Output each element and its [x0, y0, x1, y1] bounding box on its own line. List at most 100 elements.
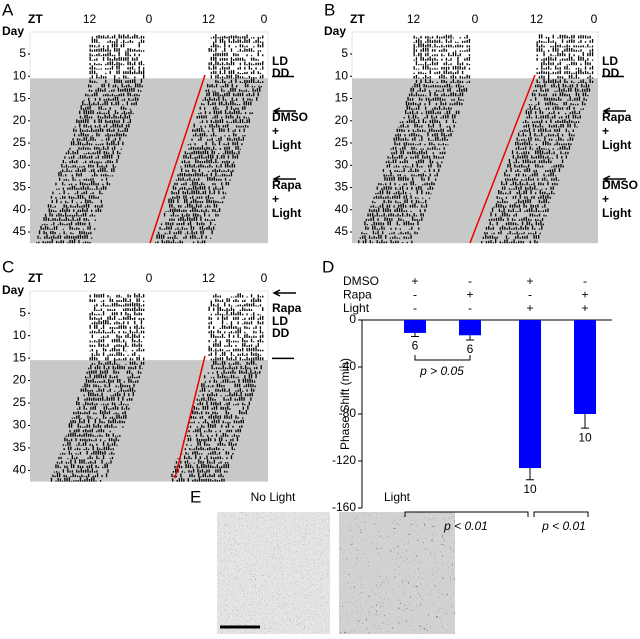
activity-row: [62, 158, 235, 164]
day-tick-label: 15: [335, 91, 349, 105]
activity-row: [41, 221, 216, 226]
activity-row: [58, 455, 233, 460]
error-bar: [411, 332, 419, 337]
activity-row: [65, 149, 240, 155]
activity-row: [85, 91, 259, 97]
n-label: 6: [412, 339, 419, 353]
activity-row: [80, 387, 255, 392]
arrow: [602, 107, 626, 115]
activity-row: [398, 123, 578, 128]
annotation: +: [602, 124, 609, 138]
activity-row: [56, 459, 229, 464]
activity-row: [89, 324, 262, 329]
zt-tick-label: 12: [530, 12, 544, 26]
activity-row: [36, 238, 206, 244]
bar: [519, 320, 541, 469]
activity-row: [47, 203, 218, 208]
activity-row: [82, 100, 252, 106]
n-label: 10: [578, 430, 592, 444]
activity-row: [89, 47, 262, 52]
error-bar: [466, 335, 474, 341]
activity-row: [55, 181, 230, 186]
onset-fit: [149, 74, 206, 244]
zt-label: ZT: [28, 12, 43, 26]
day-tick-label: 35: [13, 440, 27, 454]
activity-row: [89, 65, 264, 70]
day-tick-label: 40: [335, 202, 349, 216]
condition-name: Light: [343, 301, 370, 315]
activity-row: [413, 47, 594, 52]
day-tick-label: 45: [335, 224, 349, 238]
error-bar: [581, 414, 589, 429]
activity-row: [52, 472, 224, 478]
activity-row: [88, 87, 261, 92]
activity-row: [359, 234, 540, 239]
day-tick-label: 10: [13, 68, 27, 82]
activity-row: [70, 140, 243, 146]
activity-row: [89, 315, 264, 320]
day-label: Day: [2, 283, 24, 297]
activity-row: [59, 167, 234, 172]
activity-row: [368, 207, 549, 212]
day-tick-label: 15: [13, 350, 27, 364]
day-tick-label: 5: [341, 46, 348, 60]
activity-row: [413, 74, 594, 79]
bar: [459, 320, 481, 336]
activity-row: [376, 185, 554, 190]
caption: No Light: [251, 490, 296, 504]
activity-row: [89, 337, 264, 343]
activity-row: [364, 221, 544, 226]
activity-row: [80, 105, 246, 110]
activity-row: [85, 373, 257, 379]
activity-row: [88, 364, 262, 370]
day-tick-label: 45: [13, 224, 27, 238]
condition-sign: +: [411, 274, 418, 288]
activity-row: [40, 225, 215, 230]
activity-row: [86, 369, 261, 374]
activity-row: [408, 92, 589, 97]
annotation: LD: [272, 314, 288, 328]
zt-tick-label: 12: [202, 271, 216, 285]
activity-row: [44, 212, 219, 217]
activity-row: [387, 154, 567, 159]
activity-row: [375, 189, 555, 195]
n-label: 10: [523, 482, 537, 496]
annotation: Light: [602, 206, 631, 220]
p-annotation: p < 0.01: [443, 519, 488, 533]
activity-row: [91, 34, 264, 39]
annotation: DD: [272, 66, 290, 80]
zt-label: ZT: [350, 12, 365, 26]
activity-row: [79, 109, 253, 115]
activity-row: [405, 100, 586, 106]
error-bar: [526, 468, 534, 481]
activity-row: [394, 141, 572, 146]
activity-row: [413, 56, 594, 61]
activity-row: [88, 83, 262, 88]
annotation: DD: [602, 66, 620, 80]
activity-row: [73, 410, 247, 415]
activity-row: [89, 329, 264, 334]
activity-row: [365, 216, 544, 221]
annotation: Light: [272, 206, 301, 220]
activity-row: [50, 477, 225, 482]
annotation: Light: [602, 138, 631, 152]
activity-row: [83, 391, 253, 397]
day-tick-label: 35: [335, 180, 349, 194]
image-texture: [339, 512, 455, 634]
activity-row: [91, 319, 264, 325]
activity-row: [89, 52, 264, 57]
activity-row: [378, 181, 558, 186]
activity-row: [413, 34, 591, 39]
activity-row: [59, 450, 234, 455]
zt-tick-label: 0: [261, 12, 268, 26]
zt-tick-label: 12: [83, 12, 97, 26]
condition-name: Rapa: [343, 288, 372, 302]
activity-row: [89, 60, 264, 66]
day-tick-label: 10: [13, 328, 27, 342]
activity-row: [76, 405, 249, 410]
activity-row: [405, 109, 581, 115]
condition-sign: -: [413, 301, 417, 315]
panel-label: C: [2, 257, 14, 276]
activity-row: [65, 432, 240, 437]
day-label: Day: [2, 24, 24, 38]
